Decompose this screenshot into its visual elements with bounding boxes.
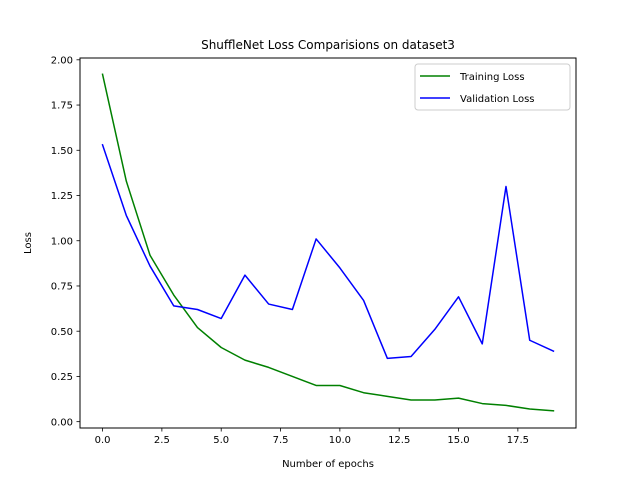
y-tick-label: 0.50 (51, 327, 73, 338)
x-tick-label: 0.0 (95, 435, 111, 446)
plot-frame (79, 57, 577, 429)
y-axis-label: Loss (23, 232, 34, 254)
y-tick-label: 1.75 (51, 101, 73, 112)
x-tick-label: 17.5 (507, 435, 529, 446)
y-tick-label: 0.25 (51, 372, 73, 383)
x-tick-label: 5.0 (213, 435, 229, 446)
y-axis: 0.00 0.25 0.50 0.75 1.00 1.25 1.50 1.75 2.00 (51, 55, 80, 428)
x-tick-label: 12.5 (388, 435, 410, 446)
plot-lines (101, 73, 555, 412)
legend-box (414, 63, 571, 111)
y-tick-label: 0.00 (51, 417, 73, 428)
y-tick-label: 1.00 (51, 236, 73, 247)
x-axis-label: Number of epochs (282, 459, 374, 470)
y-tick-label: 1.50 (51, 146, 73, 157)
legend-label-1: Validation Loss (460, 94, 535, 105)
x-tick-label: 7.5 (273, 435, 289, 446)
series-line-1 (101, 143, 555, 360)
y-tick-label: 0.75 (51, 282, 73, 293)
legend-label-0: Training Loss (459, 72, 525, 83)
chart-title: ShuffleNet Loss Comparisions on dataset3 (201, 38, 455, 52)
y-tick-label: 2.00 (51, 55, 73, 66)
legend: Training Loss Validation Loss (414, 63, 571, 111)
y-tick-label: 1.25 (51, 191, 73, 202)
x-tick-label: 10.0 (329, 435, 351, 446)
x-axis: 0.0 2.5 5.0 7.5 10.0 12.5 15.0 17.5 (95, 428, 529, 446)
x-tick-label: 2.5 (154, 435, 170, 446)
x-tick-label: 15.0 (447, 435, 469, 446)
series-line-0 (101, 73, 555, 412)
